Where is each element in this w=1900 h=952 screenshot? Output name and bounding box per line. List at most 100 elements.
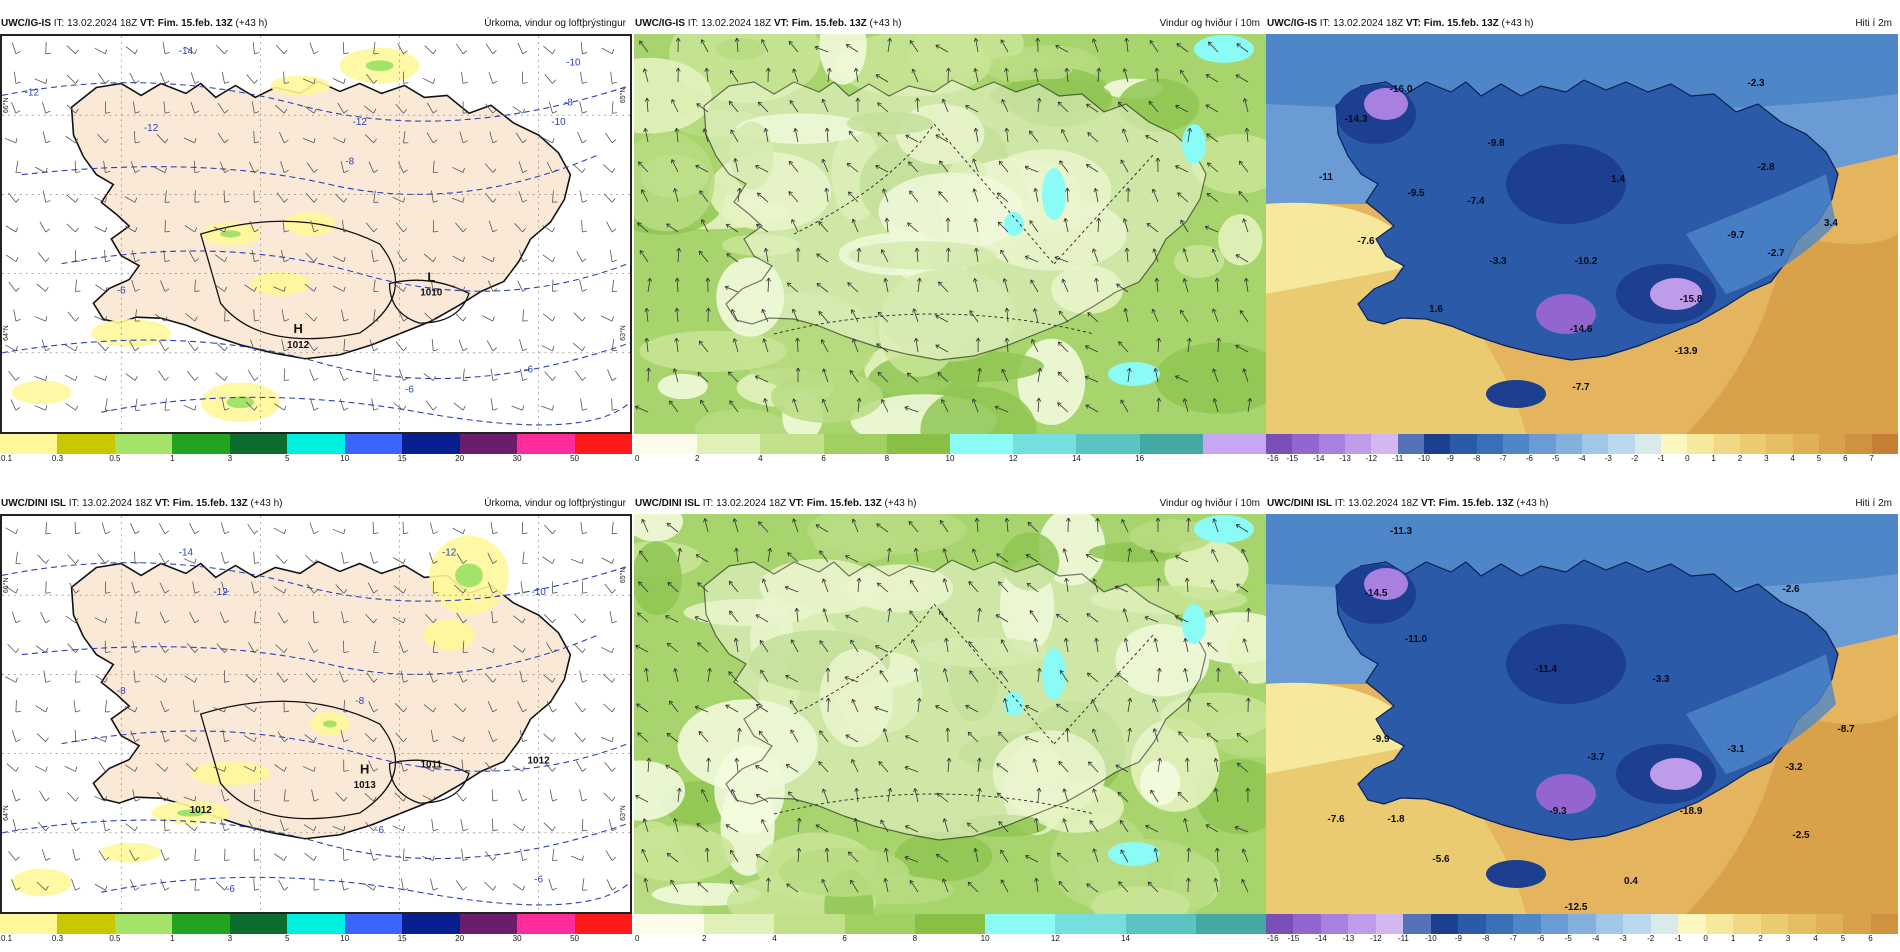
colorbar-segment [1450,434,1477,454]
temperature-value: -9.3 [1549,806,1567,817]
isobar-label: 1012 [528,756,551,767]
colorbar-label: 4 [772,934,776,943]
colorbar-label: -3 [1605,454,1612,463]
colorbar-segment [1140,434,1204,454]
map-canvas [634,514,1266,914]
colorbar-segment [1486,914,1514,934]
wind-barb [16,700,17,712]
colorbar-label: -9 [1447,454,1454,463]
colorbar-label: 15 [398,454,407,463]
colorbar-segment [0,914,58,934]
valid-time: VT: Fim. 15.feb. 13Z [1421,498,1514,509]
colorbar-label: 0.5 [109,934,120,943]
colorbar-segment [1872,434,1899,454]
colorbar-segment [1651,914,1679,934]
colorbar-segment [402,434,460,454]
temperature-value: -2.3 [1747,78,1765,89]
colorbar-segment [1529,434,1556,454]
temperature-value: -9.8 [1487,138,1505,149]
temperature-value: -2.5 [1792,830,1810,841]
colorbar-label: 0.1 [1,934,12,943]
latitude-label: 64°N [2,325,10,340]
colorbar-label: 2 [702,934,706,943]
colorbar-label: 10 [981,934,990,943]
temperature-value: -7.6 [1327,814,1345,825]
colorbar-label: 4 [758,454,762,463]
colorbar-label: 0 [635,454,639,463]
colorbar-segment [1424,434,1451,454]
wind-barb [582,819,583,831]
temperature-contour-label: -10 [531,587,546,598]
colorbar-label: 0.1 [1,454,12,463]
colorbar-segment [1376,914,1404,934]
colorbar-label: 0 [1703,934,1707,943]
colorbar-segment [915,914,986,934]
colorbar-segment [1816,914,1844,934]
temperature-value: -9.5 [1407,188,1425,199]
colorbar-label: 20 [455,934,464,943]
colorbar-label: 3 [228,454,232,463]
panel-header: UWC/IG-IS IT: 13.02.2024 18Z VT: Fim. 15… [634,12,1266,34]
colorbar-segment [1740,434,1767,454]
colorbar-segment [172,914,230,934]
initial-time: IT: 13.02.2024 18Z [1332,498,1421,509]
temperature-contour-label: -12 [442,548,457,559]
colorbar-segment [230,434,288,454]
temperature-value: -18.9 [1680,806,1703,817]
lead-time: (+43 h) [867,18,902,29]
isobar-label: 1010 [420,287,443,298]
colorbar-segment [57,914,115,934]
colorbar-label: 10 [340,934,349,943]
panel-precip-row-2: UWC/DINI ISL IT: 13.02.2024 18Z VT: Fim.… [0,492,632,952]
colorbar-segment [402,914,460,934]
colorbar-segment [1843,914,1871,934]
wind-barb [46,581,47,593]
initial-time: IT: 13.02.2024 18Z [66,498,155,509]
colorbar-segment [460,434,518,454]
colorbar-segment [1871,914,1899,934]
colorbar-segment [1477,434,1504,454]
colorbar-segment [1635,434,1662,454]
colorbar-segment [760,434,824,454]
map-canvas: H1013101110121012-14-12-10-8-8-6-6-6-126… [2,516,630,912]
colorbar-segment [1292,434,1319,454]
wind-map [634,34,1266,434]
colorbar-label: -7 [1510,934,1517,943]
low-pressure-label: L [427,270,435,285]
colorbar-label: 6 [1868,934,1872,943]
colorbar-segment [1706,914,1734,934]
temperature-value: -14.3 [1345,114,1368,125]
colorbar-label: 1 [1711,454,1715,463]
colorbar [0,914,632,934]
temperature-value: 3.4 [1824,218,1838,229]
temperature-value: -11.3 [1390,526,1413,537]
panel-title: Úrkoma, vindur og loftþrýstingur [484,18,626,29]
temperature-value: -10.2 [1575,256,1598,267]
colorbar-label: 30 [513,934,522,943]
colorbar-segment [1793,434,1820,454]
colorbar-segment [1348,914,1376,934]
colorbar-label: 14 [1072,454,1081,463]
lead-time: (+43 h) [1514,498,1549,509]
panel-title: Hiti í 2m [1855,498,1892,509]
colorbar-segment [1623,914,1651,934]
colorbar-label: -12 [1370,934,1382,943]
colorbar-segment [1541,914,1569,934]
colorbar-label: 15 [398,934,407,943]
colorbar-segment [1055,914,1126,934]
colorbar-label: -4 [1578,454,1585,463]
colorbar-label: -16 [1267,454,1279,463]
lead-time: (+43 h) [1499,18,1534,29]
colorbar-segment [887,434,951,454]
temperature-contour-label: -6 [375,825,384,836]
colorbar-segment [774,914,845,934]
temperature-contour-label: -6 [524,365,533,376]
colorbar-segment [1013,434,1077,454]
colorbar-label: 6 [842,934,846,943]
colorbar-label: 5 [1817,454,1821,463]
high-pressure-label: H [293,321,302,336]
